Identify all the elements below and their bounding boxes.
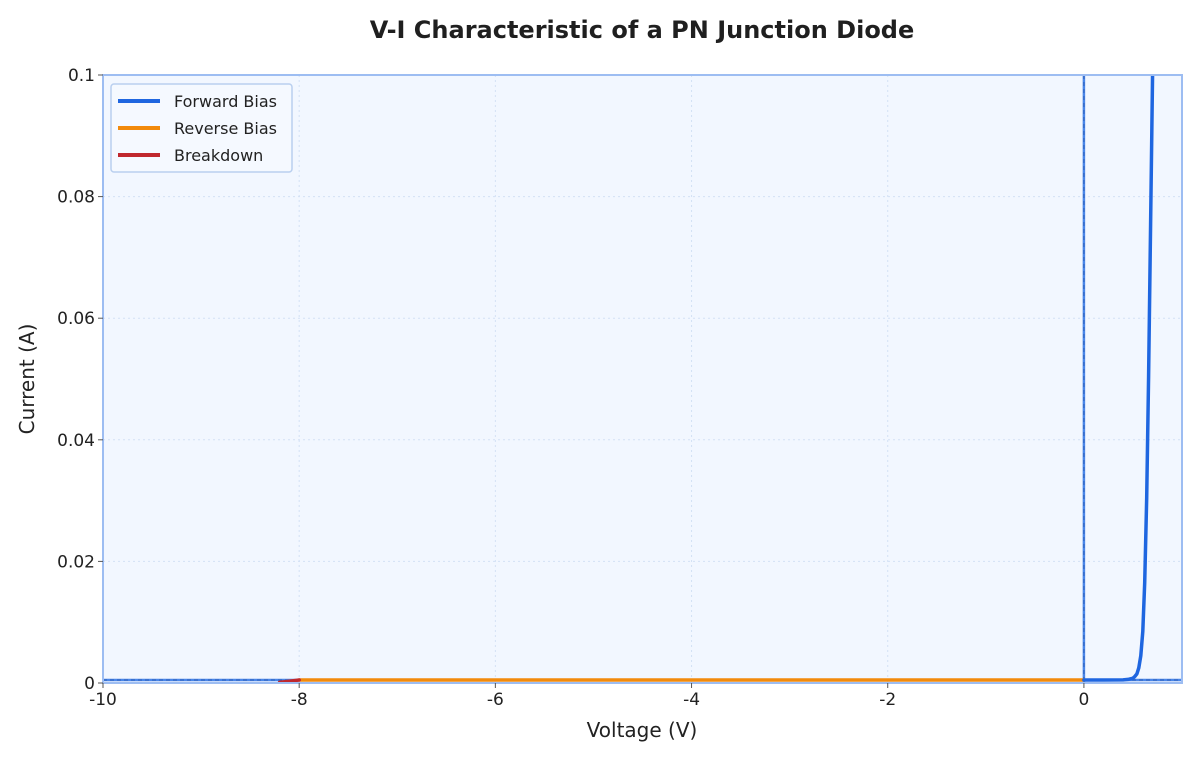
y-axis-ticks: 0 0.02 0.04 0.06 0.08 0.1 <box>57 66 103 694</box>
x-tick-label: -4 <box>683 690 700 710</box>
x-tick-label: -6 <box>487 690 504 710</box>
x-tick-label: -2 <box>879 690 896 710</box>
y-tick-label: 0.04 <box>57 431 95 451</box>
y-tick-label: 0.1 <box>68 66 95 86</box>
legend: Forward Bias Reverse Bias Breakdown <box>110 83 293 173</box>
legend-box <box>110 83 293 173</box>
plot-border <box>102 74 1183 684</box>
x-tick-label: 0 <box>1078 690 1089 710</box>
x-axis-ticks: -10 -8 -6 -4 -2 0 <box>89 683 1089 710</box>
series-line-forward-bias <box>1082 75 1155 682</box>
plot-area <box>103 75 1182 683</box>
y-tick-label: 0.08 <box>57 188 95 208</box>
y-axis-label: Current (A) <box>15 324 39 435</box>
legend-label-breakdown: Breakdown <box>174 146 263 165</box>
x-axis-label: Voltage (V) <box>587 718 698 742</box>
legend-label-forward-bias: Forward Bias <box>174 92 277 111</box>
y-tick-label: 0.02 <box>57 552 95 572</box>
x-tick-label: -8 <box>291 690 308 710</box>
legend-label-reverse-bias: Reverse Bias <box>174 119 277 138</box>
y-tick-label: 0.06 <box>57 309 95 329</box>
y-tick-label: 0 <box>84 674 95 694</box>
chart-title: V-I Characteristic of a PN Junction Diod… <box>370 16 915 44</box>
x-tick-label: -10 <box>89 690 117 710</box>
